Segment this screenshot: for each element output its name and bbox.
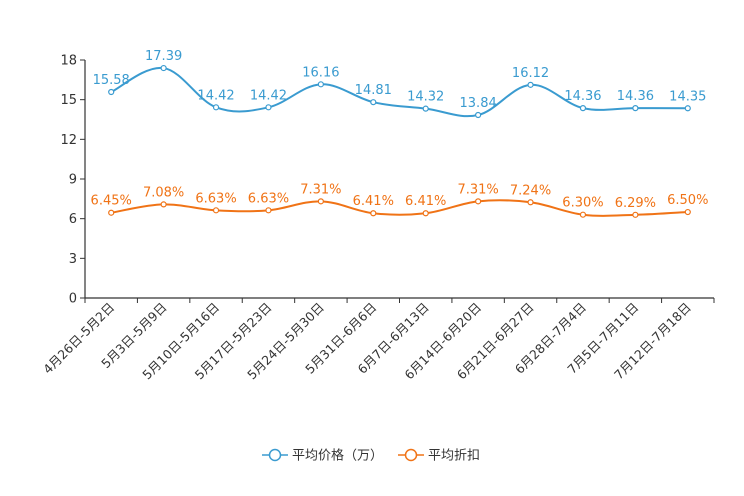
data-label: 6.50% <box>667 193 708 208</box>
legend-marker-icon <box>268 448 282 462</box>
data-label: 6.30% <box>562 196 603 211</box>
data-label: 6.29% <box>615 196 656 211</box>
data-point[interactable] <box>579 105 587 112</box>
data-label: 16.12 <box>512 66 549 81</box>
series-1: 15.58 17.39 14.42 14.42 16.16 14.81 14.32 13.84… <box>93 49 706 119</box>
data-point[interactable] <box>475 198 482 205</box>
data-label: 14.35 <box>669 89 706 104</box>
data-point[interactable] <box>108 88 115 96</box>
legend-label: 平均价格（万） <box>292 448 383 464</box>
legend-item-1[interactable]: 平均价格（万） <box>262 448 383 464</box>
y-tick-label: 12 <box>60 133 77 148</box>
data-label: 6.41% <box>405 194 446 209</box>
data-point[interactable] <box>265 207 272 214</box>
data-point[interactable] <box>422 210 429 217</box>
data-label: 17.39 <box>145 49 182 64</box>
data-label: 6.63% <box>248 191 289 206</box>
data-label: 16.16 <box>302 65 339 80</box>
data-point[interactable] <box>212 104 220 111</box>
legend-marker-icon <box>404 448 418 462</box>
data-point[interactable] <box>317 81 324 88</box>
legend-label: 平均折扣 <box>428 449 480 464</box>
data-label: 6.45% <box>91 194 132 209</box>
data-point[interactable] <box>108 209 115 216</box>
data-point[interactable] <box>684 208 691 216</box>
data-point[interactable] <box>160 201 167 208</box>
data-point[interactable] <box>684 105 691 112</box>
series-line <box>111 199 688 217</box>
data-point[interactable] <box>632 105 639 112</box>
x-axis-ticks: 4月26日-5月2日5月3日-5月9日5月10日-5月16日5月17日-5月23… <box>40 298 715 382</box>
data-point[interactable] <box>317 198 324 205</box>
data-label: 14.36 <box>617 89 654 104</box>
data-label: 14.42 <box>250 88 287 103</box>
y-tick-label: 6 <box>69 212 77 227</box>
data-label: 6.41% <box>353 194 394 209</box>
data-point[interactable] <box>632 211 639 218</box>
data-label: 15.58 <box>93 73 130 88</box>
data-point[interactable] <box>527 81 534 88</box>
series-2: 6.45% 7.08% 6.63% 6.63% 7.31% 6.41% 6.41% 7.31%… <box>91 182 708 218</box>
data-point[interactable] <box>475 111 482 119</box>
series-group: 15.58 17.39 14.42 14.42 16.16 14.81 14.32 13.84… <box>91 49 708 218</box>
data-label: 14.32 <box>407 90 444 105</box>
data-label: 7.31% <box>457 182 498 197</box>
data-label: 7.31% <box>300 182 341 197</box>
data-label: 14.36 <box>564 89 601 104</box>
y-tick-label: 0 <box>69 292 77 307</box>
data-label: 7.24% <box>510 183 551 198</box>
y-axis-ticks: 0 3 6 9 12 15 18 <box>60 54 85 307</box>
data-point[interactable] <box>370 99 377 106</box>
data-point[interactable] <box>527 199 534 206</box>
data-point[interactable] <box>370 210 377 217</box>
data-point[interactable] <box>212 207 220 214</box>
y-tick-label: 9 <box>69 173 77 188</box>
data-point[interactable] <box>422 105 429 112</box>
data-label: 13.84 <box>460 96 497 111</box>
y-tick-label: 18 <box>60 54 77 69</box>
data-point[interactable] <box>579 211 587 218</box>
y-tick-label: 15 <box>60 93 77 108</box>
data-point[interactable] <box>160 64 167 72</box>
data-label: 14.42 <box>197 88 234 103</box>
data-label: 6.63% <box>195 191 236 206</box>
data-point[interactable] <box>265 104 272 111</box>
data-label: 7.08% <box>143 185 184 200</box>
data-label: 14.81 <box>355 83 392 98</box>
legend-item-2[interactable]: 平均折扣 <box>398 449 480 464</box>
y-tick-label: 3 <box>69 252 77 267</box>
legend[interactable]: 平均价格（万） 平均折扣 <box>262 448 480 464</box>
